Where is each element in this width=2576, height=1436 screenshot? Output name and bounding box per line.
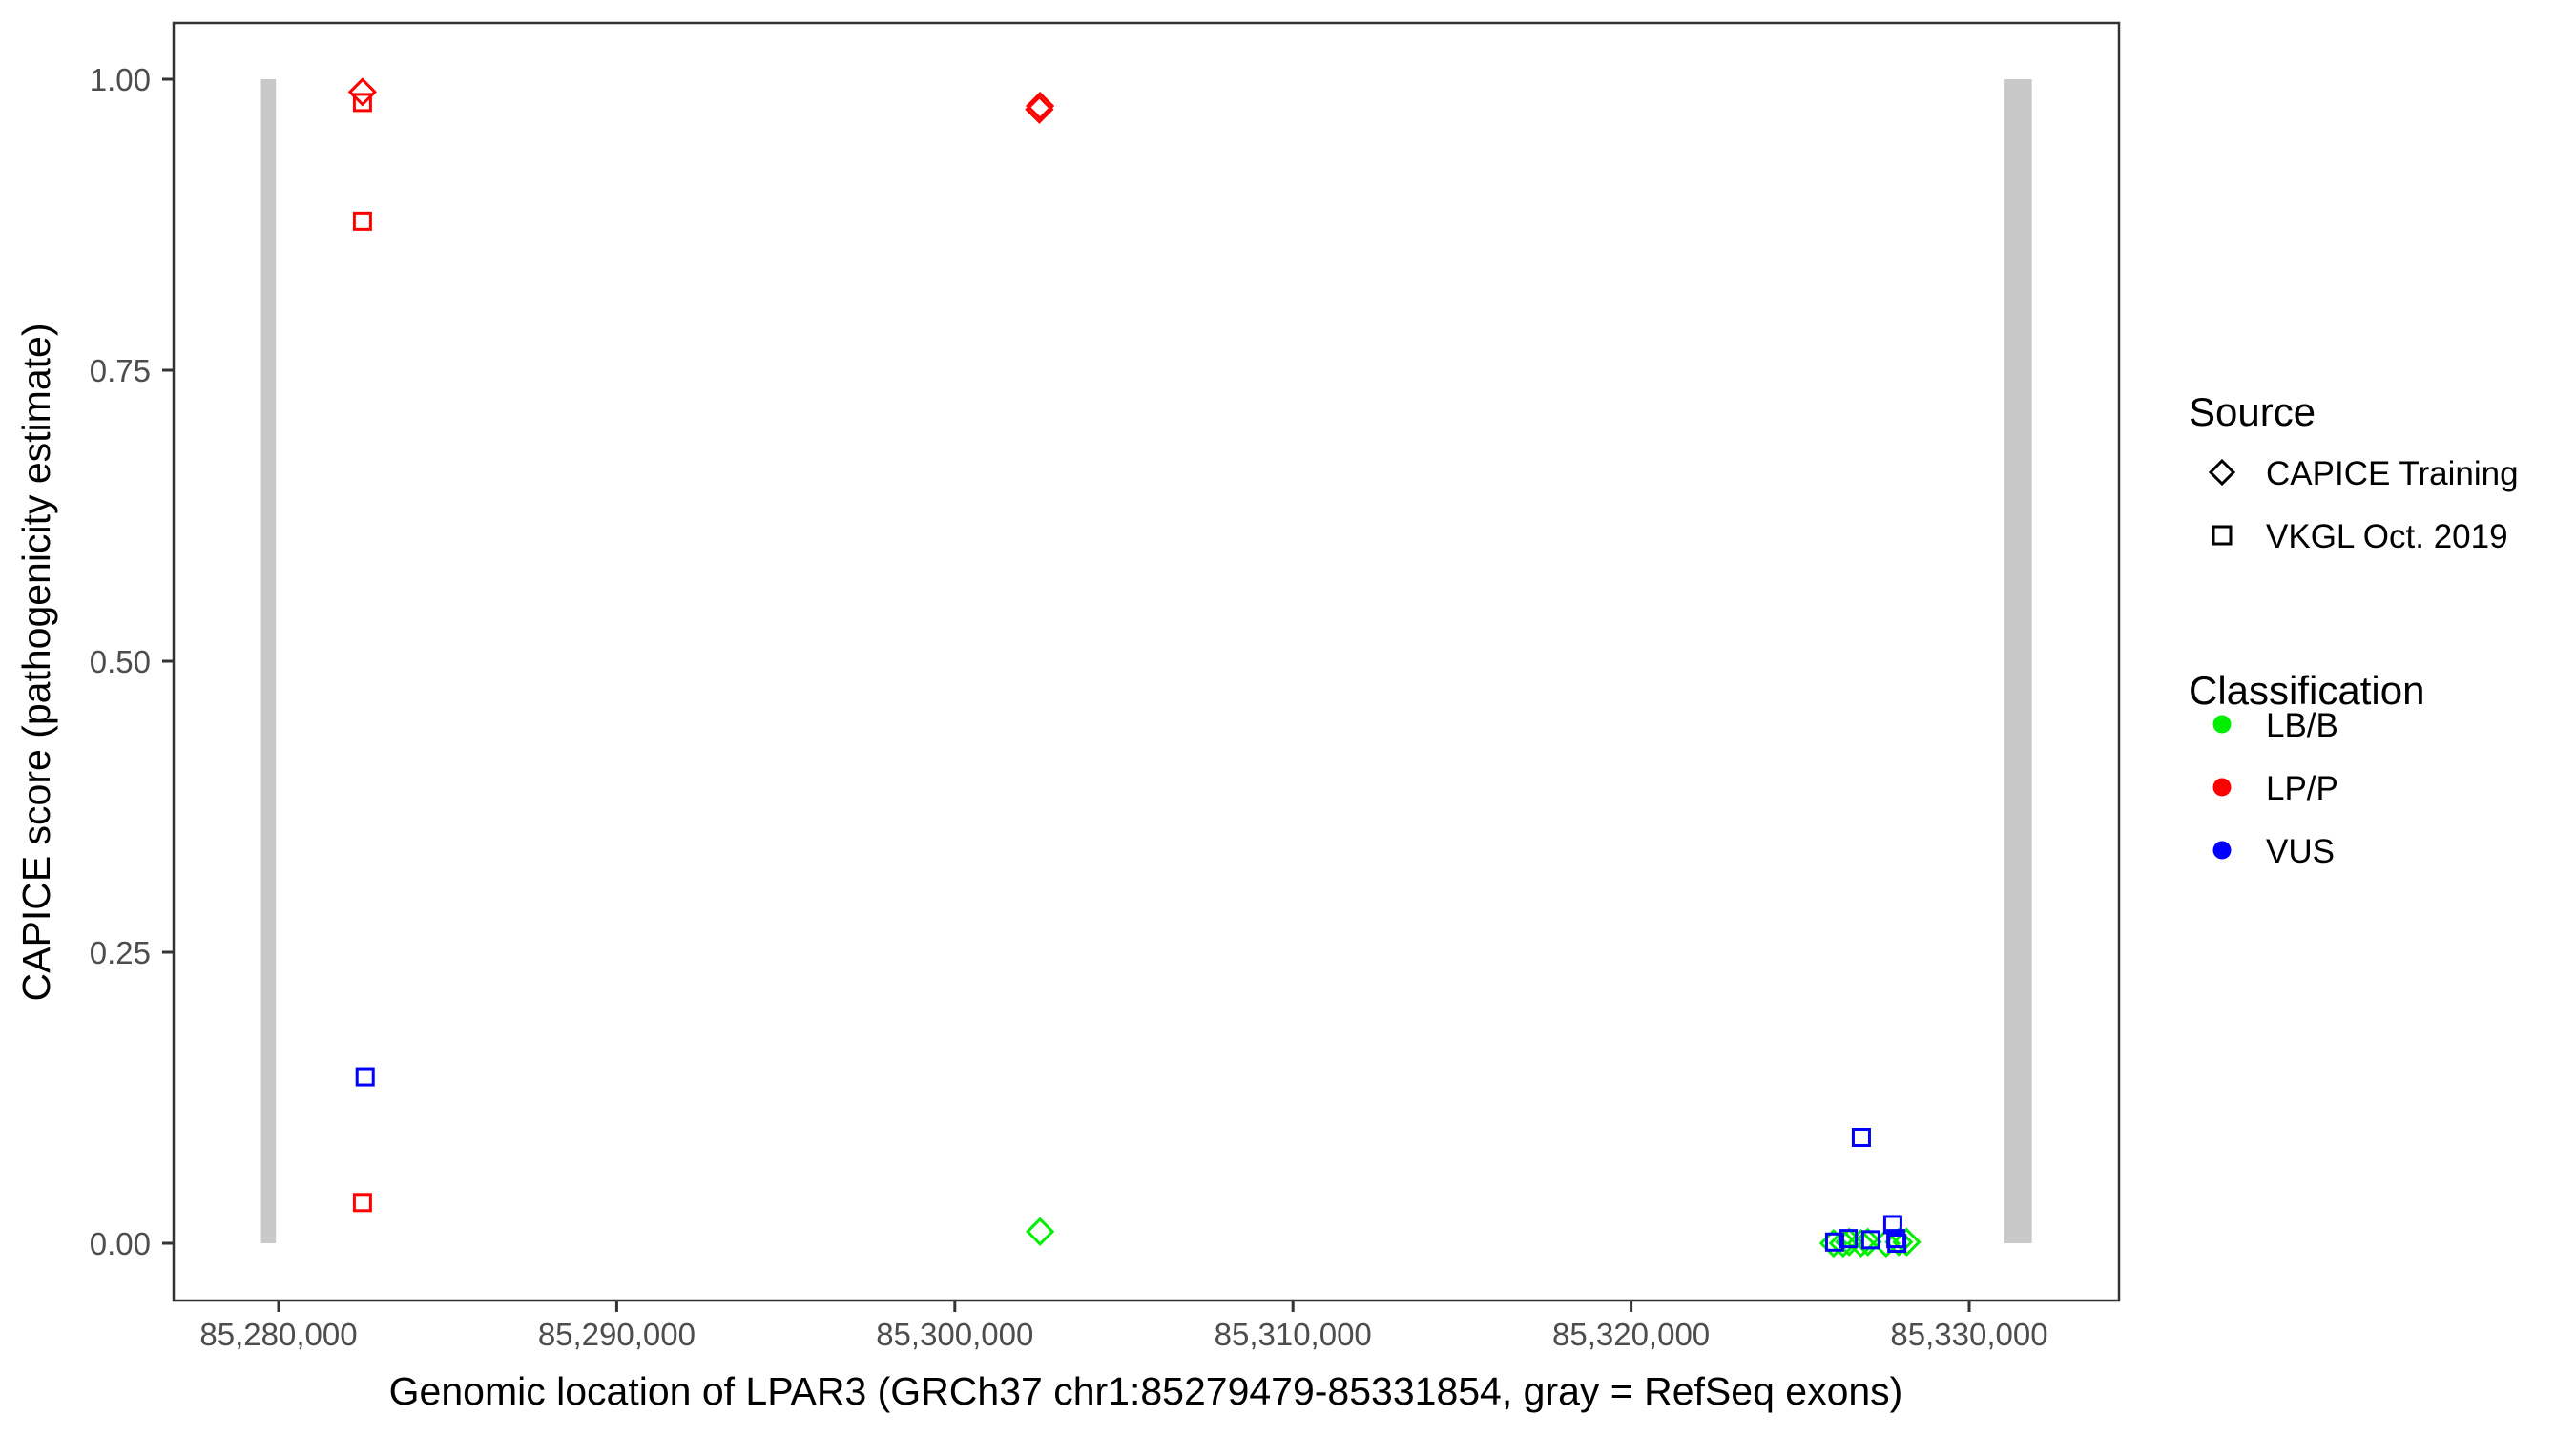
y-tick-label: 0.00 bbox=[90, 1226, 151, 1261]
legend-color-dot-icon bbox=[2212, 841, 2232, 860]
data-point bbox=[1846, 1228, 1876, 1259]
legend: Source CAPICE Training VKGL Oct. 2019 Class… bbox=[2189, 389, 2519, 870]
exon-bar bbox=[2004, 79, 2032, 1243]
data-point bbox=[352, 211, 372, 231]
data-point bbox=[355, 1067, 375, 1087]
data-point bbox=[352, 93, 372, 113]
y-tick-label: 1.00 bbox=[90, 62, 151, 97]
x-tick-label: 85,290,000 bbox=[538, 1317, 696, 1352]
legend-title: Source bbox=[2189, 389, 2316, 434]
data-point bbox=[1824, 1232, 1844, 1252]
legend-item-label: CAPICE Training bbox=[2266, 455, 2519, 492]
y-tick-label: 0.50 bbox=[90, 644, 151, 679]
data-point bbox=[1025, 1217, 1055, 1246]
data-point bbox=[1892, 1227, 1922, 1257]
x-tick-label: 85,330,000 bbox=[1890, 1317, 2047, 1352]
data-point bbox=[352, 1193, 372, 1213]
data-point bbox=[1860, 1230, 1880, 1250]
data-point bbox=[1882, 1215, 1902, 1235]
x-axis: 85,280,000 85,290,000 85,300,000 85,310,000… bbox=[199, 1301, 2048, 1352]
data-point bbox=[1884, 1227, 1914, 1257]
exon-layer bbox=[260, 79, 2032, 1243]
legend-color-dot-icon bbox=[2212, 778, 2232, 797]
data-point bbox=[1853, 1227, 1882, 1257]
points-layer bbox=[347, 77, 1922, 1259]
x-axis-title: Genomic location of LPAR3 (GRCh37 chr1:8… bbox=[389, 1369, 1903, 1413]
legend-diamond-icon bbox=[2208, 458, 2236, 487]
data-point bbox=[1025, 94, 1054, 124]
data-point bbox=[1839, 1229, 1859, 1249]
data-point bbox=[1887, 1234, 1907, 1253]
legend-item-label: LP/P bbox=[2266, 770, 2338, 807]
legend-color-dot-icon bbox=[2212, 715, 2232, 734]
legend-item-label: LB/B bbox=[2266, 707, 2338, 744]
y-tick-label: 0.25 bbox=[90, 935, 151, 970]
y-axis: 0.00 0.25 0.50 0.75 1.00 bbox=[90, 62, 174, 1261]
plot-panel-border bbox=[172, 21, 2121, 1302]
data-point bbox=[347, 77, 378, 107]
legend-item-label: VUS bbox=[2266, 833, 2335, 870]
legend-title: Classification bbox=[2189, 668, 2424, 713]
y-axis-title: CAPICE score (pathogenicity estimate) bbox=[14, 323, 58, 1002]
y-tick-label: 0.75 bbox=[90, 353, 151, 388]
x-tick-label: 85,280,000 bbox=[199, 1317, 357, 1352]
x-tick-label: 85,320,000 bbox=[1552, 1317, 1710, 1352]
legend-square-icon bbox=[2212, 525, 2233, 546]
data-point bbox=[1851, 1127, 1871, 1147]
exon-bar bbox=[260, 79, 277, 1243]
x-tick-label: 85,300,000 bbox=[876, 1317, 1033, 1352]
legend-item-label: VKGL Oct. 2019 bbox=[2266, 518, 2508, 555]
x-tick-label: 85,310,000 bbox=[1215, 1317, 1372, 1352]
data-point bbox=[1025, 91, 1055, 121]
